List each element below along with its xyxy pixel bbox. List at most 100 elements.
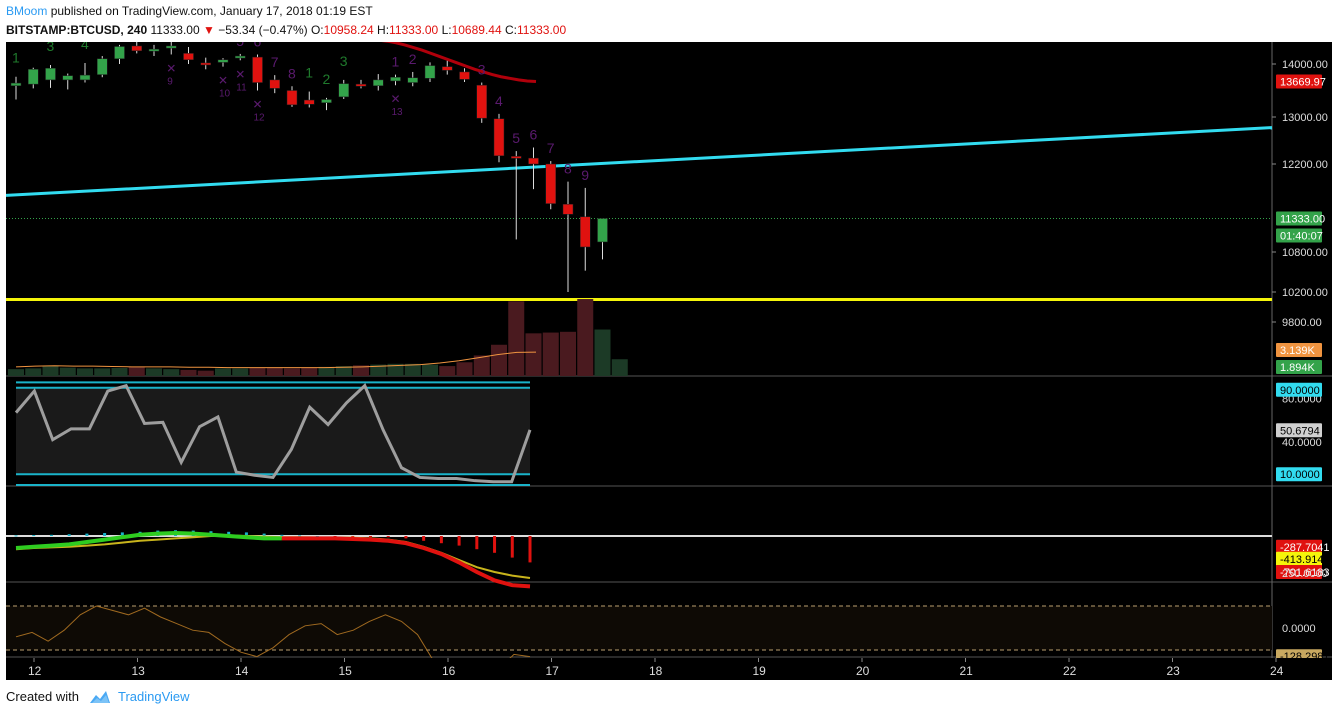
td-count-label: 6 — [254, 42, 262, 49]
volume-bar — [146, 368, 162, 376]
macd-histogram-bar — [368, 536, 372, 538]
macd-line-down — [281, 536, 531, 589]
candle-body — [511, 156, 522, 159]
volume-bar — [404, 363, 421, 376]
time-tick-label: 19 — [753, 664, 767, 678]
macd-label-2: -413.9142 — [1280, 554, 1330, 566]
candle-body — [321, 99, 332, 103]
td-count-label: 2 — [409, 51, 417, 67]
candle-body — [424, 65, 436, 79]
macd-label-1: -287.7041 — [1280, 542, 1330, 554]
td-count-label: 1 — [12, 50, 20, 66]
time-tick-label: 12 — [28, 664, 42, 678]
candle-body — [269, 79, 280, 89]
td-count-label: 8 — [288, 65, 296, 81]
created-with-label: Created with — [6, 689, 79, 704]
td-cross-icon: ✕ — [391, 92, 401, 106]
td-count-label: 8 — [564, 161, 572, 177]
td-count-label: 5 — [236, 42, 244, 49]
time-tick-label: 14 — [235, 664, 249, 678]
ma-price-label: 13669.97 — [1280, 76, 1326, 88]
rsi-value-label: 50.6794 — [1280, 425, 1320, 437]
chart-header: BMoom published on TradingView.com, Janu… — [0, 0, 1344, 42]
volume-bar — [318, 366, 335, 376]
volume-bar — [353, 365, 369, 376]
candle-body — [459, 71, 470, 80]
chart-svg[interactable]: 14000.0013000.0012200.0010800.0010200.00… — [6, 42, 1332, 680]
trendline — [6, 126, 1273, 197]
macd-histogram-bar — [280, 534, 284, 536]
volume-bar — [197, 370, 214, 376]
rsi-lower-label: 10.0000 — [1280, 469, 1320, 481]
rsi-value-label-bg — [1276, 423, 1322, 438]
macd-histogram-bar — [227, 531, 231, 536]
tradingview-logo-icon[interactable] — [88, 689, 112, 705]
open-value: 10958.24 — [323, 23, 374, 37]
macd-histogram-bar — [386, 536, 390, 538]
volume-bar — [335, 366, 352, 376]
tradingview-brand-link[interactable]: TradingView — [118, 689, 190, 704]
candle-body — [45, 67, 56, 81]
time-tick-label: 20 — [856, 664, 870, 678]
candle-body — [79, 74, 91, 81]
td-count-label: 7 — [547, 140, 555, 156]
volume-bar — [266, 367, 283, 376]
candle-body — [131, 45, 142, 51]
volume-bar — [301, 367, 318, 376]
candle-body — [562, 203, 574, 215]
footer: Created with TradingView — [0, 680, 1344, 714]
volume-bar — [439, 366, 456, 376]
low-label: L: — [441, 23, 452, 37]
candle-body — [493, 118, 505, 157]
rsi-tick-label: 40.0000 — [1282, 437, 1322, 449]
td-count-label: 9 — [581, 167, 589, 183]
candle-body — [286, 90, 298, 106]
cci-band-fill — [6, 606, 1272, 650]
countdown-label: 01:40:07 — [1280, 230, 1323, 242]
volume-ma-label: 3.139K — [1280, 345, 1316, 357]
cci-tick-label: 0.0000 — [1282, 623, 1316, 635]
volume-bar — [215, 368, 231, 376]
candle-body — [62, 75, 73, 81]
macd-histogram-bar — [475, 536, 479, 550]
last-price: 11333.00 — [150, 23, 200, 37]
candle-body — [476, 84, 487, 119]
volume-bar — [284, 368, 300, 376]
chart-area[interactable]: 14000.00 13000.00 12200.00 10800.00 10200.00… — [6, 42, 1332, 680]
symbol-label[interactable]: BITSTAMP:BTCUSD, 240 — [6, 23, 148, 37]
td-cross-label: 13 — [392, 107, 404, 118]
price-tick-label: 9800.00 — [1282, 317, 1322, 329]
td-count-label: 5 — [512, 130, 520, 146]
macd-histogram-bar — [120, 532, 124, 536]
macd-histogram-bar — [103, 533, 107, 536]
td-count-label: 2 — [323, 71, 331, 87]
td-cross-icon: ✕ — [218, 74, 228, 88]
candle-body — [166, 45, 177, 49]
td-cross-label: 10 — [219, 89, 231, 100]
time-tick-label: 24 — [1270, 664, 1284, 678]
volume-bar — [111, 368, 128, 376]
candle-body — [304, 99, 315, 105]
volume-bar — [456, 362, 473, 376]
close-value: 11333.00 — [516, 23, 567, 37]
low-value: 10689.44 — [451, 23, 502, 37]
macd-histogram-bar — [244, 532, 248, 536]
volume-bar — [25, 368, 42, 376]
author-link[interactable]: BMoom — [6, 4, 48, 18]
candle-body — [355, 83, 367, 87]
td-count-label: 3 — [47, 42, 55, 54]
candle-body — [10, 82, 22, 86]
volume-bar — [594, 329, 611, 376]
td-count-label: 3 — [340, 53, 348, 69]
volume-bar — [611, 359, 628, 376]
td-count-label: 7 — [271, 54, 279, 70]
moving-average-line — [381, 42, 537, 83]
macd-histogram-bar — [262, 533, 266, 536]
volume-bar — [542, 332, 559, 376]
candle-body — [217, 59, 229, 63]
volume-bar — [473, 355, 490, 376]
volume-bar — [232, 368, 249, 376]
time-tick-label: 23 — [1167, 664, 1181, 678]
macd-histogram-bar — [49, 534, 53, 536]
time-tick-label: 18 — [649, 664, 663, 678]
